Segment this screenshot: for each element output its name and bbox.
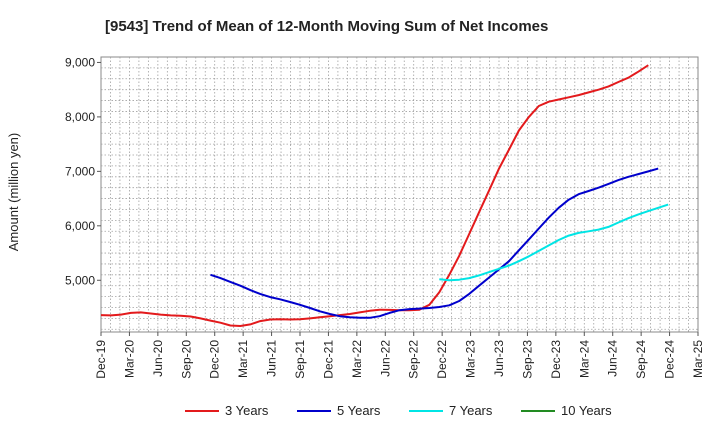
series-line-5-years <box>210 167 659 319</box>
legend-label: 5 Years <box>337 403 381 418</box>
chart-title: [9543] Trend of Mean of 12-Month Moving … <box>105 18 548 35</box>
y-axis-label: Amount (million yen) <box>6 133 21 252</box>
x-tick-label: Dec-19 <box>94 340 108 379</box>
x-tick-label: Mar-25 <box>691 340 705 378</box>
x-tick-label: Sep-22 <box>407 340 421 379</box>
x-tick-label: Dec-23 <box>549 340 563 379</box>
series-line-3-years <box>100 64 649 327</box>
x-tick-label: Jun-21 <box>265 340 279 377</box>
y-tick-label: 7,000 <box>65 164 95 178</box>
x-tick-label: Jun-22 <box>378 340 392 377</box>
x-tick-label: Sep-20 <box>179 340 193 379</box>
x-tick-label: Sep-23 <box>520 340 534 379</box>
plot-frame <box>100 56 699 333</box>
x-tick-label: Sep-21 <box>293 340 307 379</box>
y-tick-label: 6,000 <box>65 219 95 233</box>
x-tick-label: Mar-20 <box>122 340 136 378</box>
x-tick-label: Jun-24 <box>606 340 620 377</box>
x-tick-label: Dec-24 <box>663 340 677 379</box>
legend-label: 3 Years <box>225 403 269 418</box>
y-tick-label: 8,000 <box>65 110 95 124</box>
x-tick-label: Dec-22 <box>435 340 449 379</box>
x-tick-label: Dec-21 <box>321 340 335 379</box>
x-tick-label: Mar-24 <box>577 340 591 378</box>
legend-label: 10 Years <box>561 403 612 418</box>
x-tick-label: Sep-24 <box>634 340 648 379</box>
x-tick-label: Mar-21 <box>236 340 250 378</box>
y-tick-label: 9,000 <box>65 55 95 69</box>
plot-area: 5,000 6,000 7,000 8,000 9,000 Dec-19 Mar-20 Jun… <box>65 55 705 378</box>
x-tick-label: Dec-20 <box>208 340 222 379</box>
x-tick-label: Mar-23 <box>464 340 478 378</box>
legend-label: 7 Years <box>449 403 493 418</box>
legend: 3 Years 5 Years 7 Years 10 Years <box>185 403 612 418</box>
x-tick-label: Jun-23 <box>492 340 506 377</box>
x-tick-label: Mar-22 <box>350 340 364 378</box>
y-tick-label: 5,000 <box>65 273 95 287</box>
series-line-7-years <box>439 203 669 282</box>
x-tick-label: Jun-20 <box>151 340 165 377</box>
